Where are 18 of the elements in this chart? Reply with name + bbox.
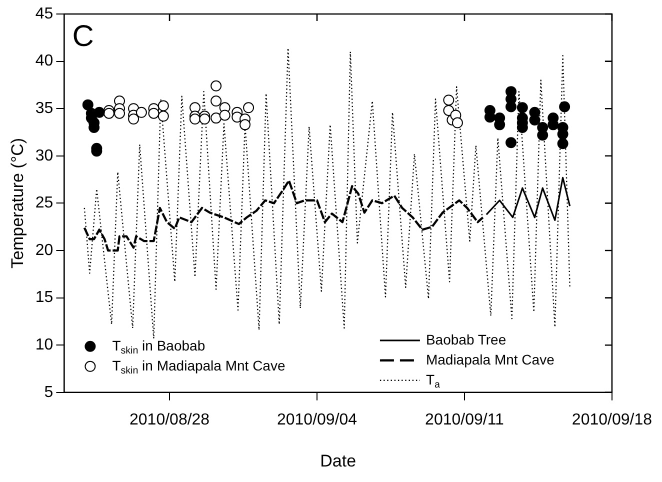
legend-label: Madiapala Mnt Cave (426, 351, 555, 368)
x-tick-label: 2010/09/11 (425, 411, 504, 428)
x-tick-label: 2010/08/28 (129, 411, 210, 428)
x-tick-label: 2010/09/18 (572, 411, 652, 428)
legend-label: Baobab Tree (426, 331, 506, 348)
y-tick-label: 5 (44, 384, 54, 401)
y-tick-label: 40 (35, 52, 54, 70)
y-tick-label: 10 (35, 336, 54, 354)
y-axis-title: Temperature (°C) (8, 138, 27, 268)
x-axis-title: Date (320, 451, 356, 470)
y-tick-label: 20 (35, 242, 54, 259)
y-tick-label: 30 (35, 147, 54, 164)
y-tick-label: 25 (35, 194, 54, 212)
y-tick-label: 15 (35, 289, 54, 306)
x-tick-label: 2010/09/04 (276, 411, 358, 428)
y-tick-label: 45 (35, 5, 54, 22)
y-tick-label: 35 (35, 100, 54, 118)
annotation: C (72, 20, 94, 53)
